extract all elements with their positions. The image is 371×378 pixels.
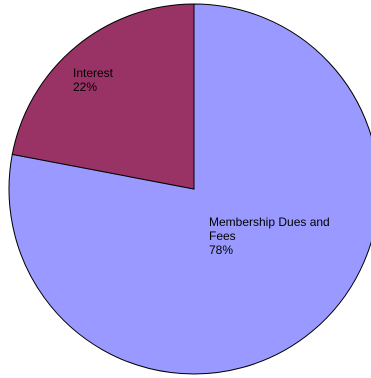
data-label-interest: Interest 22% <box>73 66 114 94</box>
pie-slice-interest <box>11 3 195 190</box>
labels-layer: Membership Dues and Fees 78% Interest 22% <box>73 66 330 257</box>
pie-slice-membership-dues-and-fees <box>8 3 371 375</box>
slices-layer <box>8 3 371 375</box>
data-label-membership-dues-and-fees: Membership Dues and Fees 78% <box>209 215 330 257</box>
